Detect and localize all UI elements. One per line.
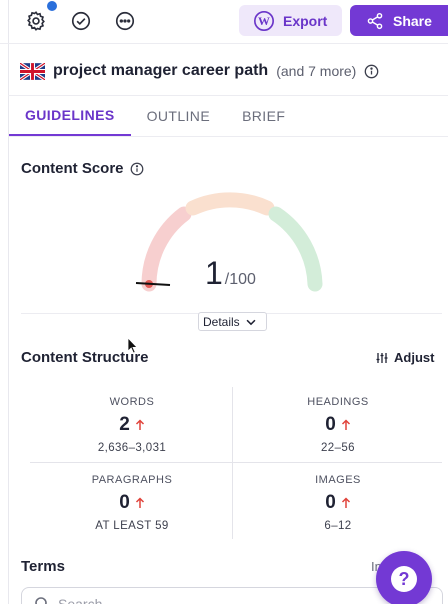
share-label: Share — [393, 12, 432, 29]
divider — [8, 95, 448, 96]
metric-range: AT LEAST 59 — [95, 520, 169, 532]
sliders-icon — [376, 352, 388, 363]
divider — [8, 136, 448, 137]
arrow-up-icon — [341, 419, 350, 430]
gauge-needle — [135, 282, 171, 286]
score-gauge — [135, 192, 323, 292]
content-score-title: Content Score — [21, 160, 124, 177]
content-structure-title: Content Structure — [21, 349, 149, 366]
metric-value: 0 — [119, 492, 130, 513]
score-number: 1 — [205, 255, 223, 291]
terms-heading: Terms — [21, 558, 65, 575]
gear-icon[interactable] — [24, 9, 48, 33]
details-button[interactable]: Details — [198, 312, 267, 331]
metric-label: PARAGRAPHS — [91, 474, 173, 486]
metric-words: WORDS 2 2,636–3,031 — [27, 396, 237, 454]
info-icon[interactable] — [130, 162, 144, 176]
content-structure-heading: Content Structure — [21, 349, 149, 366]
share-button[interactable]: Share — [350, 5, 448, 36]
keyword-text: project manager career path — [53, 62, 269, 79]
adjust-label: Adjust — [394, 350, 435, 365]
uk-flag-icon — [20, 62, 45, 80]
export-button[interactable]: W Export — [239, 5, 342, 36]
metric-range: 6–12 — [324, 520, 352, 532]
metrics-divider-horizontal — [30, 462, 442, 463]
metric-images: IMAGES 0 6–12 — [233, 474, 443, 532]
score-max: /100 — [224, 271, 256, 288]
metrics-divider-vertical — [232, 387, 233, 539]
metric-range: 22–56 — [321, 442, 355, 454]
tab-outline[interactable]: OUTLINE — [146, 108, 211, 124]
check-circle-icon[interactable] — [69, 9, 93, 33]
content-score-heading: Content Score — [21, 160, 144, 177]
tab-guidelines[interactable]: GUIDELINES — [9, 96, 131, 136]
share-icon — [367, 12, 383, 29]
arrow-up-icon — [135, 497, 144, 508]
metric-headings: HEADINGS 0 22–56 — [233, 396, 443, 454]
info-icon[interactable] — [364, 64, 379, 79]
adjust-button[interactable]: Adjust — [376, 350, 434, 365]
more-horizontal-icon[interactable] — [113, 9, 137, 33]
metric-label: HEADINGS — [307, 396, 369, 408]
details-label: Details — [203, 314, 240, 329]
arrow-up-icon — [135, 419, 144, 430]
gauge-segment-low — [141, 206, 192, 292]
gauge-segment-high — [268, 206, 323, 292]
terms-title: Terms — [21, 558, 65, 575]
top-toolbar: W Export Share — [0, 0, 448, 44]
score-value: 1 /100 — [205, 255, 256, 292]
keyword-row: project manager career path (and 7 more) — [20, 58, 379, 84]
metric-label: IMAGES — [315, 474, 361, 486]
svg-text:W: W — [258, 14, 270, 28]
keyword-more-link[interactable]: (and 7 more) — [276, 63, 357, 79]
search-input[interactable] — [58, 596, 358, 604]
metric-value: 0 — [325, 492, 336, 513]
tab-bar: GUIDELINES OUTLINE BRIEF — [9, 96, 301, 136]
metric-paragraphs: PARAGRAPHS 0 AT LEAST 59 — [27, 474, 237, 532]
arrow-up-icon — [341, 497, 350, 508]
metric-value: 2 — [119, 414, 130, 435]
mouse-cursor-icon — [127, 337, 138, 354]
terms-search-box[interactable] — [21, 587, 443, 604]
metric-range: 2,636–3,031 — [97, 442, 167, 454]
chevron-down-icon — [246, 319, 256, 325]
search-icon — [35, 597, 47, 604]
gauge-segment-mid — [185, 192, 275, 216]
wordpress-icon: W — [254, 10, 274, 31]
notification-dot — [47, 1, 57, 11]
metric-value: 0 — [325, 414, 336, 435]
panel-left-border — [8, 0, 9, 604]
help-button[interactable]: ? — [376, 551, 432, 604]
tab-brief[interactable]: BRIEF — [242, 108, 286, 124]
export-label: Export — [283, 12, 328, 29]
help-icon: ? — [391, 566, 417, 592]
metric-label: WORDS — [109, 396, 155, 408]
